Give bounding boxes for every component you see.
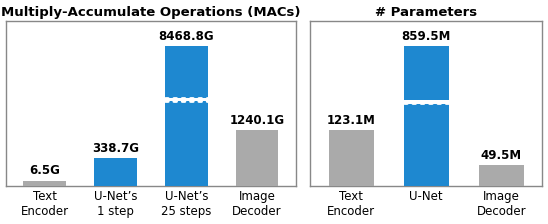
Bar xyxy=(94,158,136,186)
Text: 859.5M: 859.5M xyxy=(402,30,451,43)
Text: 6.5G: 6.5G xyxy=(29,164,60,177)
Bar xyxy=(164,97,208,101)
Bar xyxy=(479,165,524,186)
Text: 338.7G: 338.7G xyxy=(92,142,139,155)
Title: Multiply-Accumulate Operations (MACs): Multiply-Accumulate Operations (MACs) xyxy=(1,6,301,19)
Title: # Parameters: # Parameters xyxy=(375,6,477,19)
Bar xyxy=(403,100,449,104)
Text: 1240.1G: 1240.1G xyxy=(230,114,285,127)
Bar xyxy=(236,130,278,186)
Text: 8468.8G: 8468.8G xyxy=(158,30,214,43)
Bar xyxy=(165,46,208,186)
Bar xyxy=(23,181,66,186)
Bar xyxy=(404,46,449,186)
Bar xyxy=(329,130,374,186)
Text: 123.1M: 123.1M xyxy=(327,114,376,127)
Text: 49.5M: 49.5M xyxy=(481,149,522,162)
